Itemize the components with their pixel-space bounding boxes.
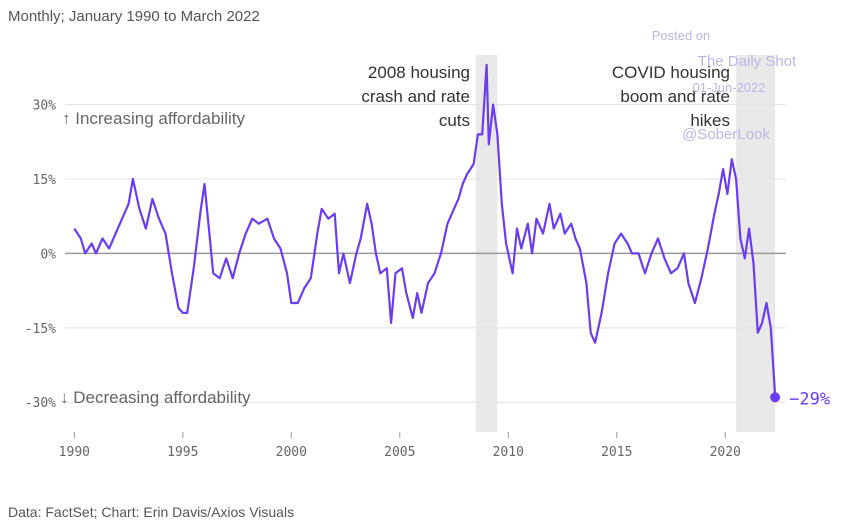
end-point [770,392,781,403]
series-layer [73,63,781,403]
end-value-label: −29% [789,389,830,409]
watermark: Posted on The Daily Shot 01-Jun-2022 @So… [652,28,797,143]
period-annotation-1-line-3: cuts [439,111,470,130]
y-axis-ticks: 30% 15% 0% -15% -30% [25,99,56,412]
increasing-affordability-label: ↑ Increasing affordability [62,109,246,128]
period-annotations: 2008 housing crash and rate cuts COVID hous… [361,63,730,130]
series-line [73,63,777,398]
line-chart: 30% 15% 0% -15% -30% 1990 1995 2000 2005 2010 201… [25,28,830,460]
period-annotation-1-line-2: crash and rate [361,87,470,106]
y-tick-label: -30% [25,396,56,411]
period-annotation-1-line-1: 2008 housing [368,63,470,82]
x-tick-label: 2015 [601,445,632,460]
watermark-line2: The Daily Shot [698,53,797,70]
x-tick-label: 2020 [710,445,741,460]
period-annotation-2-line-3: hikes [690,111,730,130]
watermark-line4: @SoberLook [682,126,770,143]
chart-subtitle: Monthly; January 1990 to March 2022 [8,8,260,25]
x-axis-ticks: 1990 1995 2000 2005 2010 2015 2020 [59,432,741,460]
shaded-period-1 [475,55,498,432]
y-tick-label: 30% [33,99,57,114]
period-annotation-2-line-2: boom and rate [620,87,730,106]
x-tick-label: 1990 [59,445,90,460]
watermark-line3: 01-Jun-2022 [693,80,766,95]
x-tick-label: 1995 [167,445,198,460]
chart-source: Data: FactSet; Chart: Erin Davis/Axios V… [8,504,295,520]
watermark-line1: Posted on [652,28,711,43]
x-tick-label: 2005 [384,445,415,460]
y-tick-label: 15% [33,173,57,188]
decreasing-affordability-label: ↓ Decreasing affordability [60,388,251,407]
period-annotation-2-line-1: COVID housing [612,63,730,82]
gridlines [65,104,786,403]
y-tick-label: 0% [40,247,56,262]
y-tick-label: -15% [25,322,56,337]
x-tick-label: 2010 [493,445,524,460]
x-tick-label: 2000 [276,445,307,460]
